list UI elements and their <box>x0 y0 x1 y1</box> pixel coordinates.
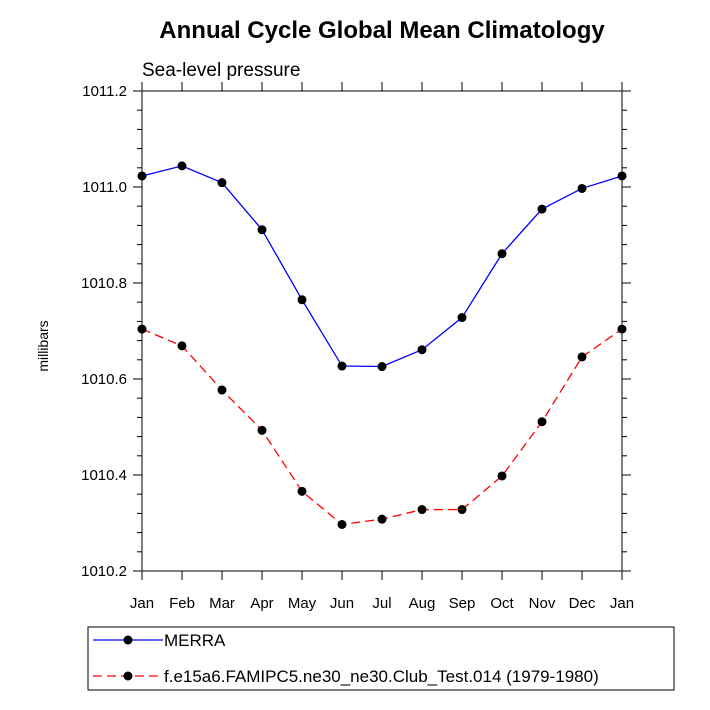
data-point <box>417 345 427 355</box>
legend-box <box>87 626 675 691</box>
plot-area: 1010.2 1010.4 1010.6 1010.8 1011.0 1011.2 Jan F… <box>81 82 634 612</box>
data-point <box>137 171 147 181</box>
series-line <box>141 165 623 368</box>
y-tick-label: 1010.4 <box>81 467 127 484</box>
data-point <box>297 486 307 496</box>
data-point <box>617 171 627 181</box>
chart-subtitle: Sea-level pressure <box>142 60 300 81</box>
y-tick-label: 1011.2 <box>82 83 127 100</box>
data-point <box>497 471 507 481</box>
y-axis-label: millibars <box>35 320 51 371</box>
legend: MERRA f.e15a6.FAMIPC5.ne30_ne30.Club_Test… <box>93 631 599 686</box>
data-point <box>217 178 227 188</box>
legend-marker <box>123 635 133 645</box>
x-tick-label: Feb <box>169 595 195 612</box>
x-tick-label: Oct <box>490 595 514 612</box>
series-line <box>141 328 623 526</box>
data-point <box>337 519 347 529</box>
data-point <box>497 249 507 259</box>
data-point <box>457 505 467 515</box>
data-point <box>417 505 427 515</box>
data-point <box>177 341 187 351</box>
x-tick-label: Aug <box>409 595 436 612</box>
data-point <box>217 385 227 395</box>
y-tick-label: 1010.2 <box>81 563 127 580</box>
data-point <box>577 352 587 362</box>
data-point <box>377 514 387 524</box>
x-tick-label: Dec <box>569 595 596 612</box>
data-point <box>617 324 627 334</box>
x-tick-label: Jul <box>372 595 391 612</box>
legend-label: MERRA <box>164 631 226 650</box>
plot-frame <box>141 90 623 572</box>
data-point <box>457 313 467 323</box>
data-point <box>177 161 187 171</box>
data-point <box>257 425 267 435</box>
x-tick-label: May <box>288 595 317 612</box>
x-tick-label: Mar <box>209 595 235 612</box>
x-tick-label: Jan <box>610 595 634 612</box>
data-point <box>137 324 147 334</box>
legend-marker <box>123 671 133 681</box>
data-point <box>537 417 547 427</box>
y-tick-label: 1011.0 <box>82 179 127 196</box>
x-tick-label: Apr <box>250 595 273 612</box>
data-point <box>337 361 347 371</box>
x-tick-label: Sep <box>449 595 476 612</box>
y-tick-label: 1010.6 <box>81 371 127 388</box>
data-point <box>257 225 267 235</box>
data-point <box>577 183 587 193</box>
x-tick-label: Jan <box>130 595 154 612</box>
x-tick-label: Jun <box>330 595 354 612</box>
data-point <box>297 295 307 305</box>
x-tick-label: Nov <box>529 595 556 612</box>
y-tick-label: 1010.8 <box>81 275 127 292</box>
chart-title: Annual Cycle Global Mean Climatology <box>159 17 605 44</box>
legend-label: f.e15a6.FAMIPC5.ne30_ne30.Club_Test.014 … <box>164 667 599 686</box>
data-point <box>537 204 547 214</box>
data-point <box>377 362 387 372</box>
